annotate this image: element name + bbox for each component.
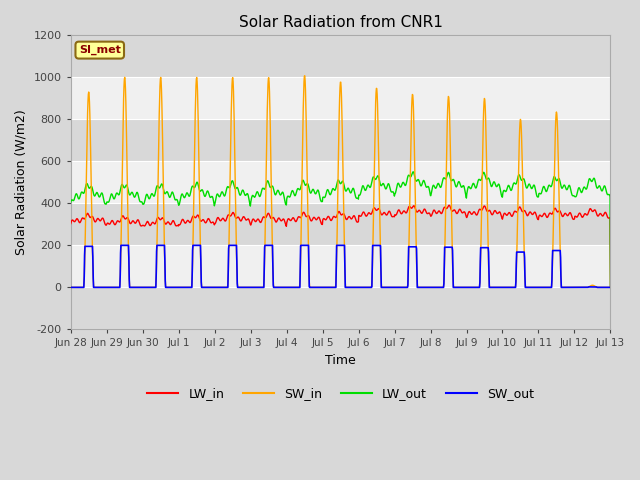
Bar (70, 161, 611, 204)
Bar (70, 288, 611, 329)
Title: Solar Radiation from CNR1: Solar Radiation from CNR1 (239, 15, 442, 30)
Bar (70, 36, 611, 77)
Y-axis label: Solar Radiation (W/m2): Solar Radiation (W/m2) (15, 109, 28, 255)
Bar (70, 120, 611, 161)
Bar (70, 245, 611, 288)
Text: SI_met: SI_met (79, 45, 121, 55)
Legend: LW_in, SW_in, LW_out, SW_out: LW_in, SW_in, LW_out, SW_out (142, 383, 539, 406)
X-axis label: Time: Time (325, 354, 356, 367)
Bar (70, 204, 611, 245)
Bar (70, 77, 611, 120)
